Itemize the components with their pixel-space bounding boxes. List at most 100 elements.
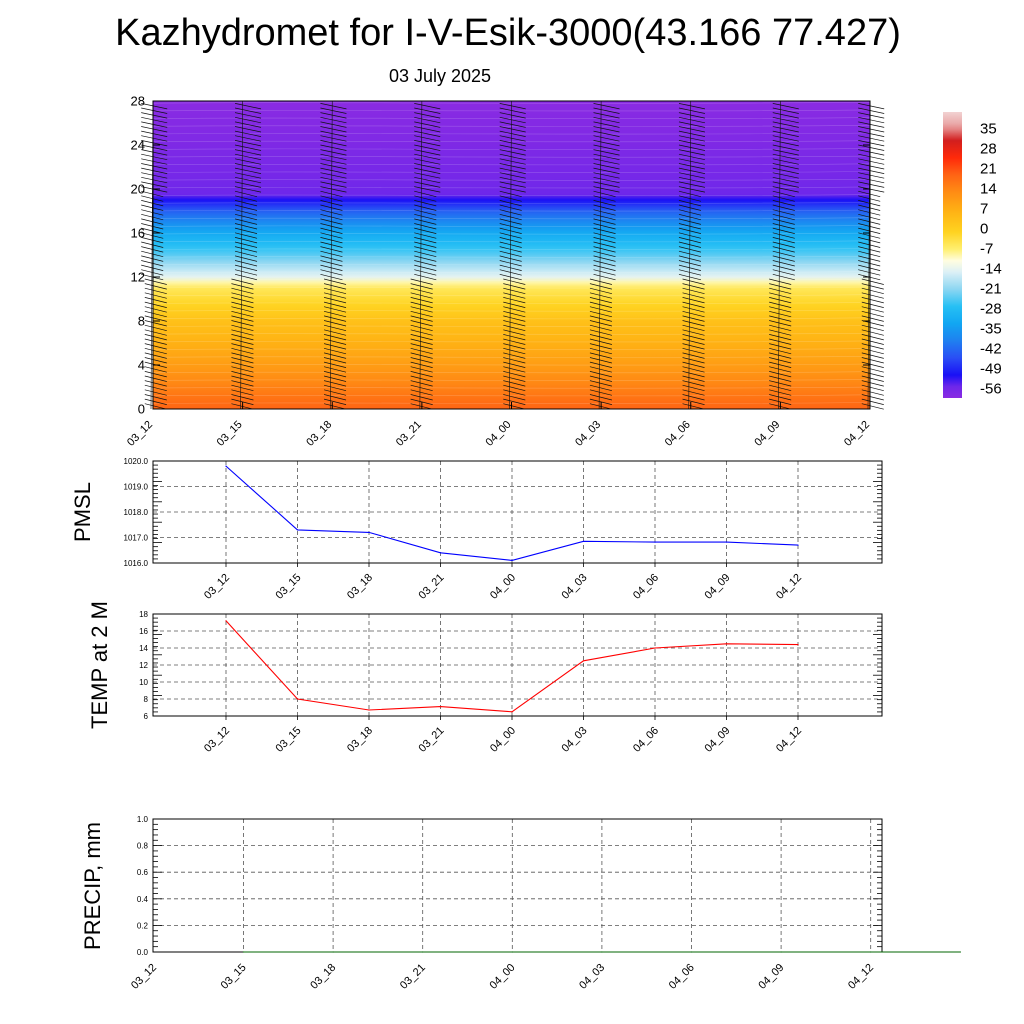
contour-line (152, 240, 871, 243)
wind-barb (593, 140, 620, 147)
wind-barb (503, 380, 526, 387)
wind-barb (231, 389, 254, 396)
wind-barb (234, 112, 262, 119)
wind-barb (141, 116, 168, 124)
wind-barb (593, 135, 620, 142)
wind-barb (861, 394, 884, 401)
contour-line (152, 217, 871, 220)
x-tick-label: 04_03 (560, 725, 590, 755)
wind-barb (678, 176, 706, 184)
colorbar-label: 28 (980, 140, 997, 157)
wind-barb-staff (778, 100, 781, 410)
data-point (368, 531, 370, 534)
wind-barb (772, 273, 795, 281)
data-point (225, 620, 227, 622)
y-tick-label: 1017.0 (124, 534, 149, 543)
wind-barb (323, 297, 347, 304)
wind-barb (234, 181, 262, 188)
y-tick-label: 14 (139, 644, 148, 653)
wind-barb (682, 338, 705, 345)
wind-barb (144, 297, 167, 304)
wind-barb (772, 149, 799, 156)
wind-barb (503, 283, 526, 290)
wind-barb (144, 371, 167, 378)
wind-barb (231, 398, 254, 405)
wind-barb (320, 172, 347, 179)
data-point (797, 644, 799, 646)
wind-barb (682, 301, 705, 308)
x-tick-label: 04_03 (573, 419, 603, 449)
wind-barb (414, 195, 437, 202)
wind-barb (414, 116, 441, 124)
wind-barb (499, 112, 526, 119)
wind-barb (323, 357, 347, 364)
wind-barb (414, 167, 441, 174)
wind-barb (414, 218, 437, 225)
wind-barb (234, 273, 258, 281)
wind-barb (320, 158, 347, 165)
wind-barb (499, 140, 526, 147)
wind-barb (414, 103, 441, 110)
wind-barb (231, 352, 254, 359)
wind-barb (323, 403, 347, 410)
wind-barb (499, 144, 526, 151)
wind-barb (772, 204, 795, 211)
wind-barb (234, 260, 258, 267)
wind-barb (861, 357, 884, 364)
wind-barb (414, 227, 437, 234)
wind-barb (772, 269, 795, 276)
wind-barb (410, 287, 433, 295)
wind-barb (678, 273, 702, 281)
wind-barb (861, 380, 884, 387)
wind-barb (320, 107, 347, 114)
data-point (780, 951, 782, 953)
data-point (511, 559, 513, 562)
wind-barb (503, 306, 526, 313)
wind-barb (772, 112, 799, 119)
wind-barb (323, 320, 347, 327)
wind-barb (410, 357, 433, 364)
wind-barb (769, 324, 792, 332)
wind-barb (678, 135, 706, 142)
x-tick-label: 04_06 (663, 419, 693, 449)
wind-barb (589, 320, 613, 327)
x-tick-label: 03_12 (125, 419, 155, 449)
contour-line (152, 171, 871, 173)
contour-line (152, 117, 871, 120)
x-tick-label: 04_12 (846, 962, 876, 992)
wind-barb (858, 153, 885, 161)
wind-barb (499, 149, 526, 156)
wind-barb (678, 158, 706, 165)
wind-barb (234, 121, 262, 128)
y-tick-label: 0.2 (137, 921, 149, 930)
wind-barb (144, 338, 167, 345)
wind-barb (323, 315, 347, 322)
wind-barb (410, 375, 433, 382)
wind-barb (593, 153, 620, 161)
wind-barb (769, 334, 792, 341)
wind-barb (414, 112, 441, 119)
wind-barb (861, 283, 884, 290)
wind-barb (593, 246, 616, 253)
x-tick-label: 03_15 (274, 572, 304, 602)
wind-barb (772, 209, 795, 216)
wind-barb (678, 186, 706, 193)
wind-barb (144, 310, 167, 318)
wind-barb (769, 301, 792, 308)
wind-barb (861, 347, 884, 355)
wind-barb (682, 343, 705, 350)
wind-barb (141, 176, 168, 184)
wind-barb (589, 371, 613, 378)
wind-barb (499, 103, 526, 110)
wind-barb (858, 103, 885, 110)
wind-barb (678, 112, 706, 119)
x-tick-label: 03_12 (202, 572, 232, 602)
wind-barb (144, 324, 167, 332)
wind-barb (410, 329, 433, 336)
wind-barb (234, 172, 262, 179)
data-point (242, 951, 245, 953)
contour-line (152, 386, 871, 389)
wind-barb (678, 269, 702, 276)
wind-barb (593, 116, 620, 124)
wind-barb (589, 389, 613, 396)
